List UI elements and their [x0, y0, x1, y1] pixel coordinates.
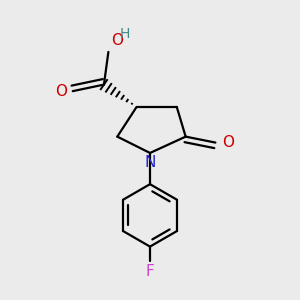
Text: H: H [120, 27, 130, 40]
Text: O: O [111, 33, 123, 48]
Text: F: F [146, 264, 154, 279]
Text: O: O [56, 84, 68, 99]
Text: O: O [222, 135, 234, 150]
Text: N: N [145, 155, 156, 170]
